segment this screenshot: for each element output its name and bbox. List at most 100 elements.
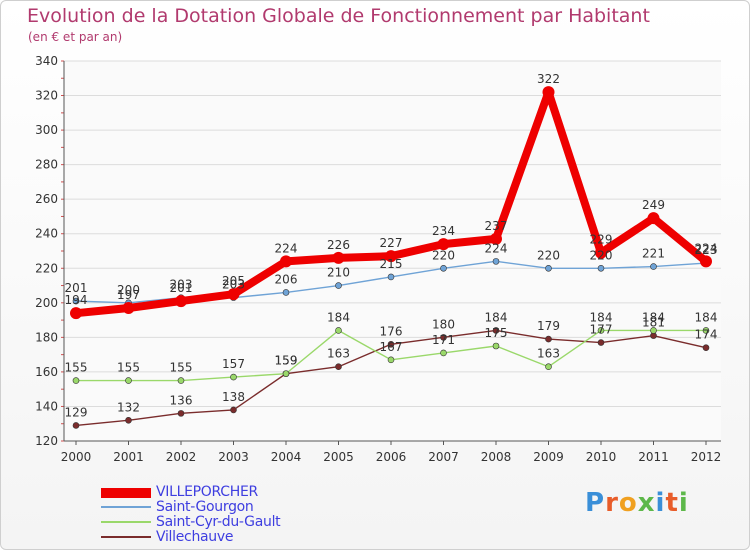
data-label: 159 [275, 354, 298, 368]
data-label: 129 [65, 405, 88, 419]
data-label: 223 [695, 243, 718, 257]
data-point [72, 377, 80, 384]
data-label: 203 [222, 278, 245, 292]
legend-label: Saint-Cyr-du-Gault [156, 514, 281, 530]
data-point [125, 416, 132, 424]
data-label: 229 [590, 233, 613, 247]
data-label: 220 [537, 248, 560, 262]
data-label: 197 [117, 288, 140, 302]
data-point [332, 251, 345, 264]
proxiti-logo: Proxiti [585, 488, 689, 518]
data-label: 215 [380, 257, 403, 271]
data-label: 163 [537, 347, 560, 361]
data-point [280, 255, 292, 268]
data-point [440, 264, 447, 272]
data-point [650, 327, 657, 334]
data-label: 171 [432, 333, 455, 347]
data-label: 201 [170, 281, 193, 295]
y-tick-label: 320 [35, 89, 58, 103]
data-label: 237 [485, 219, 508, 233]
data-point [230, 406, 237, 414]
data-label: 179 [537, 319, 560, 333]
y-tick-label: 300 [35, 123, 58, 137]
data-label: 201 [65, 281, 88, 295]
legend-swatch [101, 536, 151, 538]
legend-swatch [101, 506, 151, 508]
y-tick-label: 200 [35, 296, 58, 310]
data-point [437, 238, 450, 251]
data-label: 234 [432, 224, 455, 238]
data-point [597, 264, 605, 272]
data-label: 226 [327, 238, 350, 252]
data-point [545, 335, 552, 343]
y-tick-label: 140 [35, 399, 58, 413]
x-tick-label: 2012 [691, 450, 722, 464]
x-tick-label: 2008 [481, 450, 512, 464]
data-point [702, 327, 710, 334]
data-point [335, 282, 342, 289]
x-tick-label: 2004 [271, 450, 302, 464]
data-point [230, 373, 237, 381]
data-label: 205 [222, 274, 245, 288]
data-point [72, 422, 80, 429]
x-tick-label: 2010 [586, 450, 617, 464]
data-label: 184 [695, 310, 718, 324]
logo-letter: i [655, 488, 666, 518]
data-point [597, 327, 605, 334]
data-point [387, 340, 395, 348]
data-point [335, 327, 342, 334]
data-label: 249 [642, 198, 665, 212]
data-point [440, 349, 447, 357]
data-label: 163 [327, 347, 350, 361]
logo-letter: i [678, 488, 689, 518]
data-point [545, 363, 552, 371]
data-point [545, 264, 552, 272]
data-label: 200 [117, 283, 140, 297]
data-label: 220 [432, 248, 455, 262]
data-label: 177 [590, 323, 613, 337]
data-point [650, 263, 657, 270]
data-label: 210 [327, 266, 350, 280]
y-tick-label: 240 [35, 227, 58, 241]
x-tick-label: 2002 [166, 450, 197, 464]
y-tick-label: 280 [35, 158, 58, 172]
data-label: 184 [590, 310, 613, 324]
data-label: 184 [327, 310, 350, 324]
data-point [282, 289, 290, 296]
x-tick-label: 2009 [533, 450, 564, 464]
data-point [492, 342, 500, 350]
data-point [440, 334, 447, 341]
data-label: 175 [485, 326, 508, 340]
data-label: 181 [642, 316, 665, 330]
data-point [597, 339, 605, 346]
chart-subtitle: (en € et par an) [28, 30, 123, 44]
y-tick-label: 340 [35, 54, 58, 68]
data-label: 159 [275, 354, 298, 368]
x-tick-label: 2007 [428, 450, 459, 464]
x-tick-label: 2011 [638, 450, 669, 464]
y-tick-label: 180 [35, 330, 58, 344]
x-tick-label: 2006 [376, 450, 407, 464]
data-label: 220 [590, 248, 613, 262]
legend-label: Villechauve [156, 529, 234, 545]
data-label: 155 [170, 361, 193, 375]
data-point [492, 258, 500, 265]
data-label: 322 [537, 72, 560, 86]
data-label: 203 [170, 278, 193, 292]
x-tick-label: 2000 [61, 450, 92, 464]
y-tick-label: 160 [35, 365, 58, 379]
x-tick-label: 2001 [113, 450, 144, 464]
data-point [125, 377, 132, 384]
legend-swatch [101, 521, 151, 523]
data-label: 174 [695, 328, 718, 342]
data-point [72, 297, 80, 305]
data-label: 221 [642, 247, 665, 261]
data-label: 206 [275, 272, 298, 286]
data-label: 167 [380, 340, 403, 354]
data-point [177, 377, 185, 384]
legend-label: Saint-Gourgon [156, 499, 254, 515]
data-label: 157 [222, 357, 245, 371]
y-tick-label: 220 [35, 261, 58, 275]
data-point [70, 307, 82, 320]
